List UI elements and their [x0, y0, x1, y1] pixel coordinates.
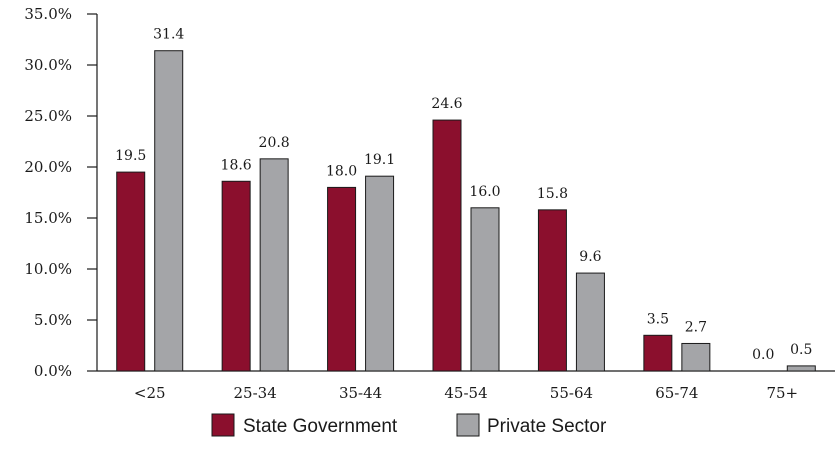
data-label-private-sector: 20.8	[259, 135, 290, 151]
bar-private-sector	[470, 207, 500, 372]
y-tick-label: 10.0%	[24, 260, 72, 278]
data-label-state-government: 3.5	[647, 311, 669, 327]
y-tick-label: 20.0%	[24, 158, 72, 176]
y-axis-ticks: 0.0% 5.0% 10.0% 15.0% 20.0% 25.0% 30.0% 35.0%	[24, 5, 97, 380]
data-label-state-government: 24.6	[431, 96, 462, 112]
y-tick-label: 25.0%	[24, 107, 72, 125]
bar-state-government	[116, 171, 146, 372]
x-tick-label: 55-64	[550, 384, 593, 402]
x-tick-label: 75+	[766, 384, 798, 402]
x-tick-label: 35-44	[339, 384, 382, 402]
data-label-private-sector: 31.4	[153, 27, 184, 43]
data-label-private-sector: 0.5	[790, 342, 812, 358]
x-axis-ticks: <25 25-34 35-44 45-54 55-64 65-74 75+	[134, 384, 798, 402]
y-tick-label: 15.0%	[24, 209, 72, 227]
y-tick-label: 0.0%	[34, 362, 72, 380]
bar-private-sector	[786, 365, 816, 372]
x-tick-label: 25-34	[234, 384, 277, 402]
bar-private-sector	[575, 272, 605, 372]
x-tick-label: <25	[134, 384, 166, 402]
bars	[116, 50, 816, 372]
data-label-private-sector: 19.1	[364, 152, 395, 168]
axes	[96, 14, 835, 372]
legend-label-private-sector: Private Sector	[487, 416, 607, 437]
y-tick-label: 35.0%	[24, 5, 72, 23]
legend: State Government Private Sector	[211, 413, 607, 437]
legend-swatch-private-sector	[456, 413, 480, 437]
x-tick-label: 65-74	[655, 384, 698, 402]
x-tick-label: 45-54	[444, 384, 487, 402]
bar-private-sector	[259, 158, 289, 372]
data-label-private-sector: 16.0	[469, 184, 500, 200]
bar-state-government	[643, 334, 673, 372]
data-label-state-government: 15.8	[537, 186, 568, 202]
legend-swatch-state-government	[211, 413, 235, 437]
data-label-private-sector: 2.7	[685, 319, 707, 335]
y-tick-label: 5.0%	[34, 311, 72, 329]
bar-private-sector	[154, 50, 184, 372]
data-labels: 19.5 31.4 18.6 20.8 18.0 19.1 24.6 16.0 15.8 9.6 3…	[115, 27, 812, 363]
data-label-state-government: 18.0	[326, 163, 357, 179]
bar-state-government	[327, 186, 357, 372]
bar-private-sector	[681, 342, 711, 372]
bar-state-government	[537, 209, 567, 372]
data-label-state-government: 0.0	[752, 347, 774, 363]
data-label-private-sector: 9.6	[579, 249, 601, 265]
data-label-state-government: 18.6	[221, 157, 252, 173]
bar-private-sector	[365, 175, 395, 372]
y-tick-label: 30.0%	[24, 56, 72, 74]
legend-label-state-government: State Government	[243, 416, 398, 437]
bar-state-government	[432, 119, 462, 372]
data-label-state-government: 19.5	[115, 148, 146, 164]
bar-state-government	[221, 180, 251, 372]
